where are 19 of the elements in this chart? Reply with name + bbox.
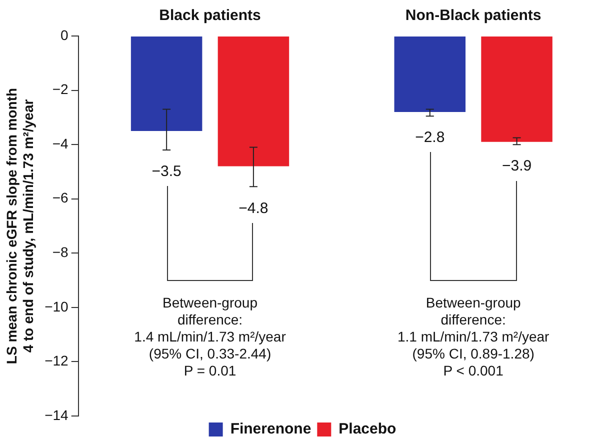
y-tick-label: −10	[44, 298, 69, 314]
data-label: −2.8	[415, 129, 445, 146]
y-tick-label: −6	[52, 190, 69, 206]
data-label: −3.9	[502, 158, 532, 175]
y-axis-title: LS mean chronic eGFR slope from month 4 to end of study, mL/min/1.73 m²/year	[3, 88, 36, 364]
data-label: −4.8	[238, 200, 268, 217]
y-tick-label: −12	[44, 352, 69, 369]
legend-label: Finerenone	[230, 420, 312, 438]
y-tick-label: −4	[52, 135, 69, 152]
data-label: −3.5	[152, 163, 182, 180]
annotation: Between-group difference: 1.4 mL/min/1.73 m²/year (95% CI, 0.33-2.44) P = 0.01	[134, 294, 286, 378]
legend-label: Placebo	[338, 420, 396, 438]
y-tick-label: 0	[60, 26, 69, 43]
x-tick-label: Black patients	[159, 7, 261, 24]
x-tick-label: Non-Black patients	[405, 7, 542, 24]
y-tick-label: −14	[44, 406, 69, 423]
y-tick-label: −8	[52, 244, 69, 260]
annotation: Between-group difference: 1.1 mL/min/1.73 m²/year (95% CI, 0.89-1.28) P < 0.001	[397, 294, 550, 378]
y-tick-label: −2	[52, 81, 69, 98]
